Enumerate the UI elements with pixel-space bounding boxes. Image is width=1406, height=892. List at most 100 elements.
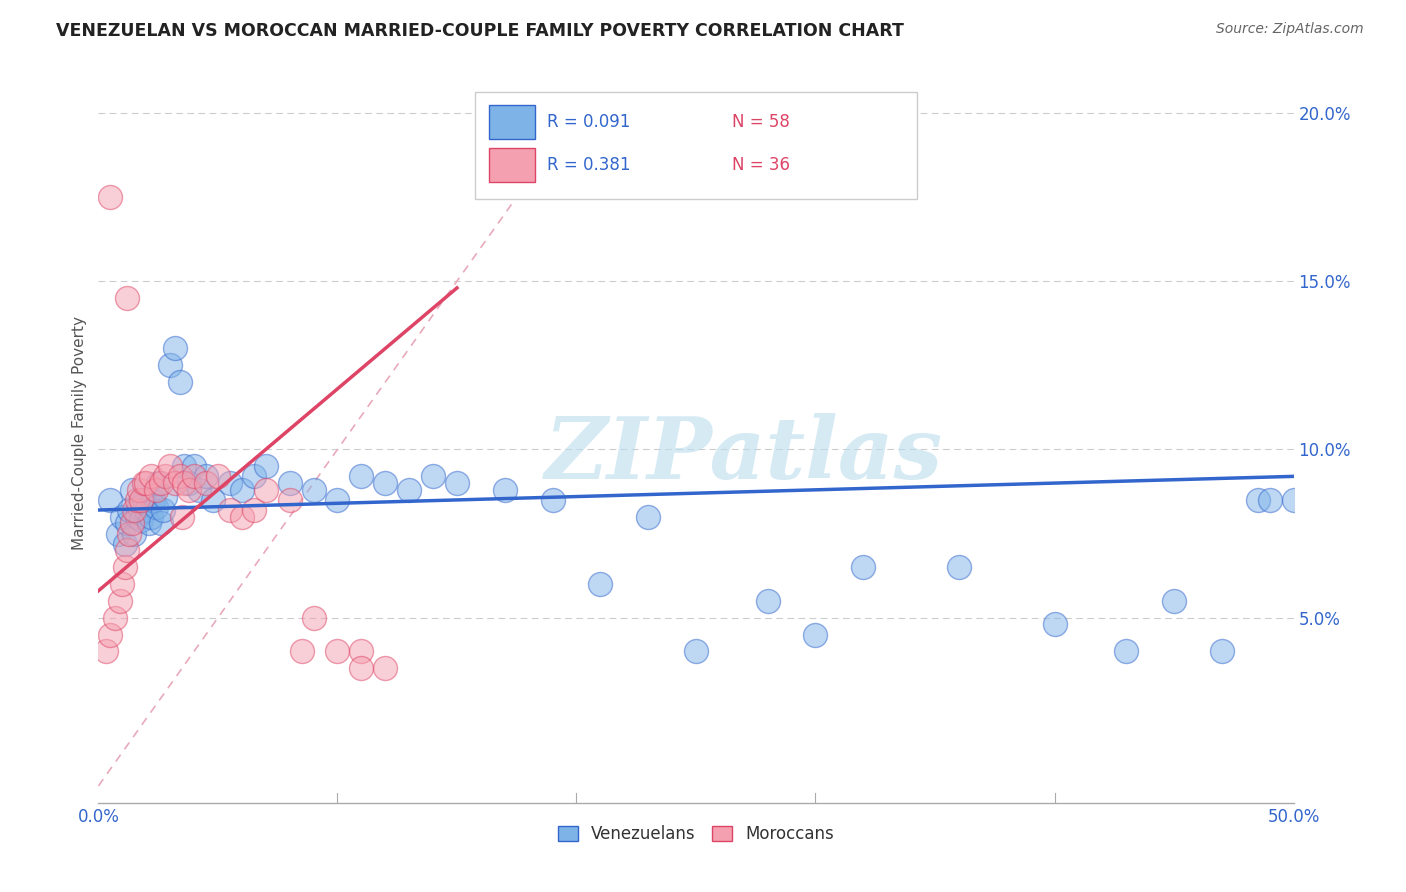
Point — [114, 536, 136, 550]
Point — [494, 483, 516, 497]
Point — [128, 483, 150, 497]
Point — [131, 513, 153, 527]
Point — [108, 594, 131, 608]
Point — [115, 516, 138, 531]
Point — [111, 509, 134, 524]
Point — [326, 492, 349, 507]
Point — [159, 459, 181, 474]
Point — [422, 469, 444, 483]
Point — [124, 503, 146, 517]
Point — [149, 516, 172, 531]
Point — [243, 469, 266, 483]
Point — [149, 476, 172, 491]
Point — [278, 476, 301, 491]
Point — [1258, 492, 1281, 507]
Point — [111, 577, 134, 591]
Point — [852, 560, 875, 574]
Point — [541, 492, 564, 507]
Point — [1043, 617, 1066, 632]
Point — [231, 483, 253, 497]
Point — [132, 476, 155, 491]
Point — [118, 526, 141, 541]
Point — [169, 375, 191, 389]
Point — [138, 516, 160, 531]
Point — [118, 503, 141, 517]
Point — [637, 509, 659, 524]
Point — [142, 492, 165, 507]
Text: R = 0.091: R = 0.091 — [547, 112, 630, 130]
Point — [131, 492, 153, 507]
Point — [159, 359, 181, 373]
Point — [589, 577, 612, 591]
Point — [398, 483, 420, 497]
Point — [350, 469, 373, 483]
Point — [948, 560, 970, 574]
Point — [254, 483, 277, 497]
Point — [145, 483, 167, 497]
Text: Source: ZipAtlas.com: Source: ZipAtlas.com — [1216, 22, 1364, 37]
Point — [1163, 594, 1185, 608]
Point — [172, 509, 194, 524]
Point — [202, 492, 225, 507]
Point — [219, 476, 242, 491]
Point — [173, 459, 195, 474]
Point — [207, 469, 229, 483]
Point — [155, 469, 177, 483]
FancyBboxPatch shape — [489, 147, 534, 182]
Point — [685, 644, 707, 658]
Text: N = 36: N = 36 — [733, 155, 790, 174]
Text: N = 58: N = 58 — [733, 112, 790, 130]
Point — [195, 476, 218, 491]
Point — [155, 490, 177, 504]
Point — [125, 509, 148, 524]
Point — [1211, 644, 1233, 658]
Point — [128, 500, 150, 514]
Point — [115, 543, 138, 558]
Point — [125, 492, 148, 507]
Point — [756, 594, 779, 608]
Point — [163, 342, 186, 356]
Point — [187, 483, 209, 497]
Point — [121, 483, 143, 497]
Point — [179, 476, 201, 491]
Point — [231, 509, 253, 524]
Text: R = 0.381: R = 0.381 — [547, 155, 630, 174]
Point — [374, 661, 396, 675]
Y-axis label: Married-Couple Family Poverty: Married-Couple Family Poverty — [72, 316, 87, 549]
Point — [98, 190, 122, 204]
Point — [1282, 492, 1305, 507]
Point — [350, 644, 373, 658]
Point — [94, 644, 117, 658]
Point — [1247, 492, 1270, 507]
Point — [350, 661, 373, 675]
Text: VENEZUELAN VS MOROCCAN MARRIED-COUPLE FAMILY POVERTY CORRELATION CHART: VENEZUELAN VS MOROCCAN MARRIED-COUPLE FA… — [56, 22, 904, 40]
Point — [179, 483, 201, 497]
Point — [173, 476, 195, 491]
Point — [183, 459, 205, 474]
Point — [139, 509, 162, 524]
Point — [326, 644, 349, 658]
Text: ZIPatlas: ZIPatlas — [544, 413, 943, 497]
Point — [115, 291, 138, 305]
Point — [163, 476, 186, 491]
Point — [121, 516, 143, 531]
Point — [98, 492, 122, 507]
Point — [291, 644, 314, 658]
Point — [169, 469, 191, 483]
Point — [124, 526, 146, 541]
Point — [446, 476, 468, 491]
Point — [278, 492, 301, 507]
Point — [195, 469, 218, 483]
Point — [148, 476, 170, 491]
FancyBboxPatch shape — [489, 104, 534, 138]
Point — [132, 492, 155, 507]
Point — [254, 459, 277, 474]
Point — [374, 476, 396, 491]
Point — [152, 503, 174, 517]
Point — [804, 627, 827, 641]
FancyBboxPatch shape — [475, 92, 917, 200]
Point — [104, 610, 127, 624]
Point — [302, 610, 325, 624]
Legend: Venezuelans, Moroccans: Venezuelans, Moroccans — [551, 819, 841, 850]
Point — [135, 476, 157, 491]
